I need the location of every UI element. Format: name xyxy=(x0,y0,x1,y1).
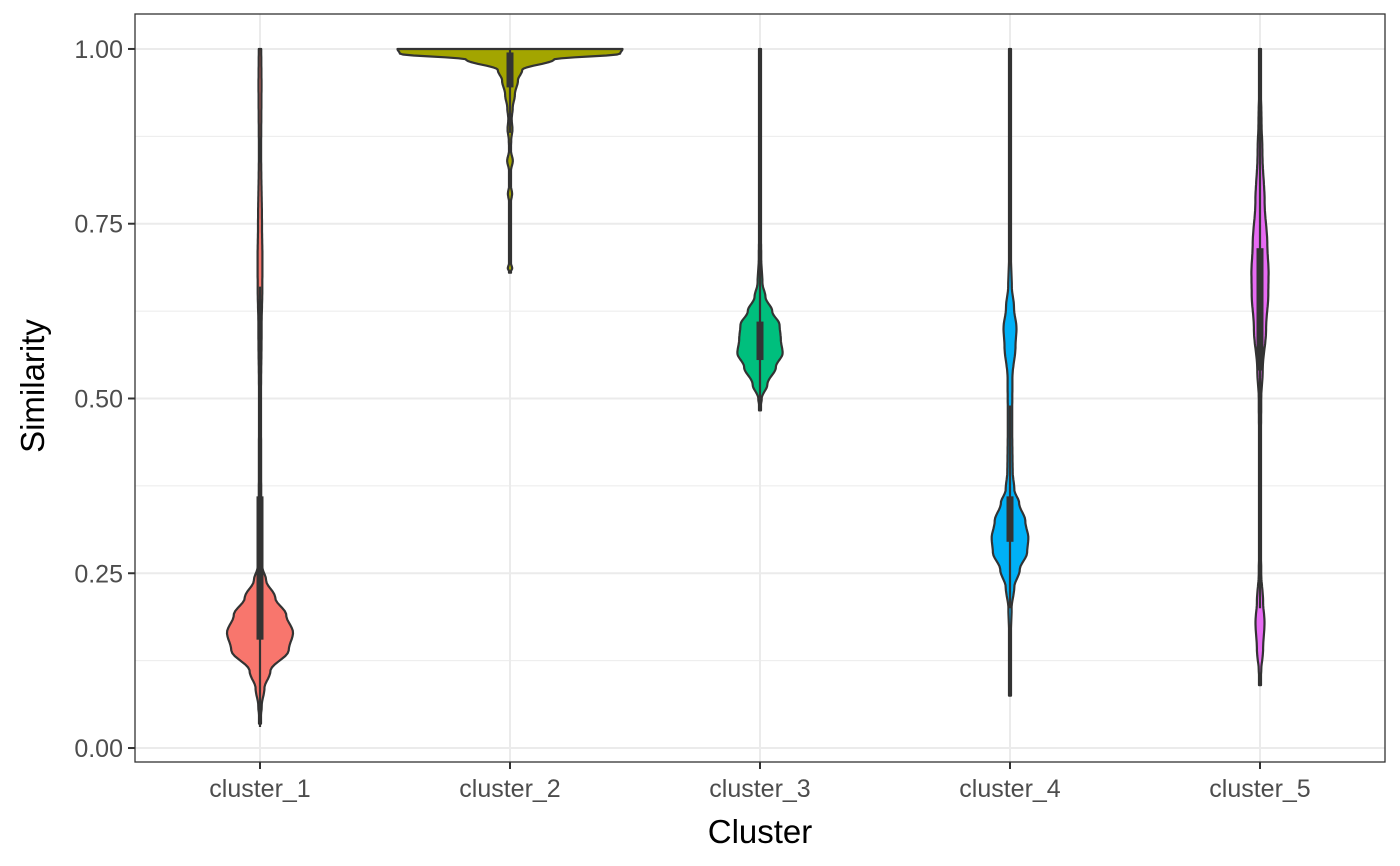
violin-cluster_4 xyxy=(990,47,1030,697)
y-axis: 0.00 0.25 0.50 0.75 1.00 xyxy=(74,36,135,763)
violin-shape xyxy=(396,47,624,274)
violin-box xyxy=(1006,496,1014,542)
x-axis: cluster_1 cluster_2 cluster_3 cluster_4 clus… xyxy=(209,762,1311,803)
x-tick-label: cluster_1 xyxy=(209,775,310,803)
violin-cluster_3 xyxy=(736,47,784,412)
x-tick-label: cluster_5 xyxy=(1209,775,1310,803)
violin-box xyxy=(256,496,264,640)
y-tick-label: 0.50 xyxy=(74,385,123,413)
violin-box xyxy=(756,321,764,361)
violin-cluster_1 xyxy=(225,47,295,728)
y-tick-label: 0.00 xyxy=(74,735,123,763)
violin-box xyxy=(506,52,514,88)
y-tick-label: 1.00 xyxy=(74,36,123,64)
y-tick-label: 0.75 xyxy=(74,211,123,239)
x-tick-label: cluster_4 xyxy=(959,775,1061,803)
violin-shape xyxy=(990,47,1030,697)
y-tick-label: 0.25 xyxy=(74,560,123,588)
violin-cluster_5 xyxy=(1250,47,1270,687)
violin-cluster_2 xyxy=(396,47,624,274)
x-axis-title: Cluster xyxy=(708,813,813,850)
violin-box xyxy=(1256,248,1264,371)
x-tick-label: cluster_3 xyxy=(709,775,810,803)
violins xyxy=(225,47,1270,728)
y-axis-title: Similarity xyxy=(14,319,51,453)
x-tick-label: cluster_2 xyxy=(459,775,560,803)
